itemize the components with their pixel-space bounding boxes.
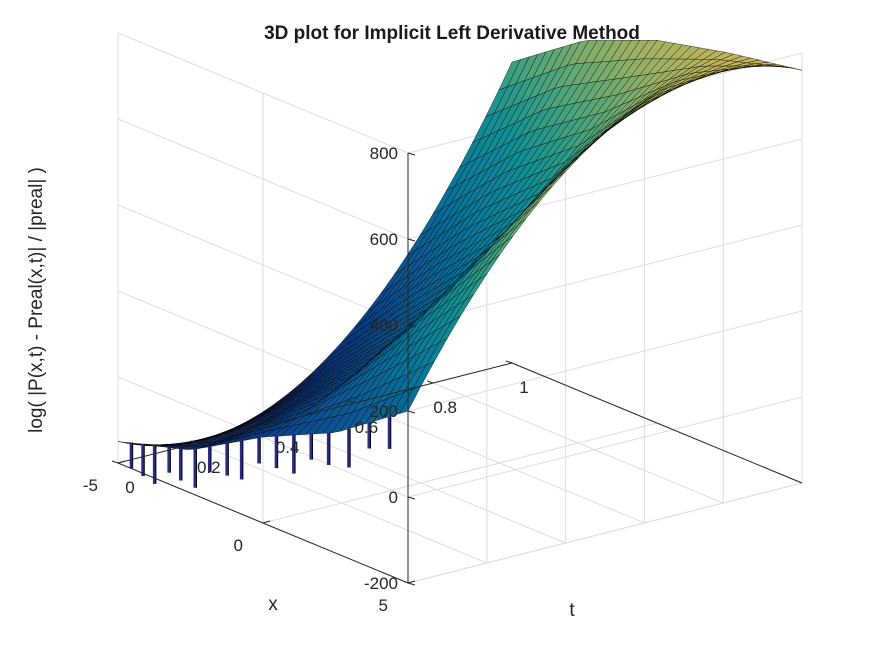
t-tick-mark: [111, 460, 119, 464]
tick-labels: 0 0.2 0.4 0.6 0.8 1 -5 0 5 -200 0 200 400 600 800: [83, 144, 529, 615]
z-tick-mark: [407, 496, 416, 500]
grid-line: [407, 482, 803, 584]
grid-line: [407, 310, 803, 412]
chart-title: 3D plot for Implicit Left Derivative Met…: [264, 23, 640, 44]
axis-edge: [511, 362, 803, 484]
t-tick-label: 0.6: [355, 418, 379, 437]
z-tick-label: 600: [370, 230, 398, 249]
z-tick-mark: [407, 152, 416, 156]
z-tick-label: 0: [389, 488, 398, 507]
t-tick-label: 0.8: [433, 398, 457, 417]
x-tick-mark: [262, 520, 271, 524]
x-tick-label: 5: [379, 596, 388, 615]
grid-line: [407, 224, 803, 326]
axis-edge: [117, 362, 513, 464]
grid-line: [407, 396, 803, 498]
t-tick-mark: [190, 440, 197, 444]
z-tick-label: 200: [370, 402, 398, 421]
t-tick-mark: [505, 360, 513, 364]
x-tick-label: 0: [234, 536, 243, 555]
z-tick-mark: [407, 238, 416, 242]
t-tick-mark: [348, 400, 355, 404]
x-tick-mark: [407, 580, 416, 584]
z-tick-mark: [407, 410, 416, 414]
t-tick-label: 0.2: [197, 458, 221, 477]
z-tick-mark: [407, 324, 416, 328]
surface-patch: [117, 441, 140, 445]
y-axis-label: x: [268, 594, 278, 615]
z-tick-mark: [407, 582, 416, 586]
z-tick-label: 400: [370, 316, 398, 335]
grid-line: [262, 422, 658, 524]
x-axis-label: t: [569, 600, 575, 621]
surface-plot: [117, 40, 803, 488]
z-tick-label: 800: [370, 144, 398, 163]
t-tick-label: 0.4: [276, 438, 300, 457]
t-tick-label: 1: [519, 378, 528, 397]
t-tick-label: 0: [125, 478, 134, 497]
t-tick-mark: [269, 420, 276, 424]
z-axis-label: log( |P(x,t) - Preal(x,t)| / |preal| ): [26, 167, 47, 433]
t-tick-mark: [427, 380, 434, 384]
x-tick-mark: [117, 460, 126, 464]
z-tick-label: -200: [364, 574, 398, 593]
x-tick-label: -5: [83, 476, 98, 495]
